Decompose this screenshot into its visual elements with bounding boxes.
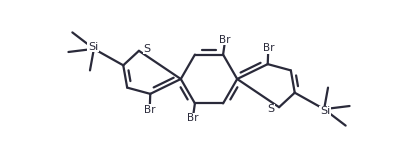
Text: S: S	[144, 44, 151, 54]
Text: Br: Br	[187, 113, 199, 123]
Text: Si: Si	[320, 106, 330, 116]
Text: Br: Br	[219, 35, 231, 45]
Text: Br: Br	[144, 105, 155, 115]
Text: S: S	[267, 104, 274, 114]
Text: Si: Si	[88, 42, 98, 52]
Text: Br: Br	[263, 43, 274, 53]
